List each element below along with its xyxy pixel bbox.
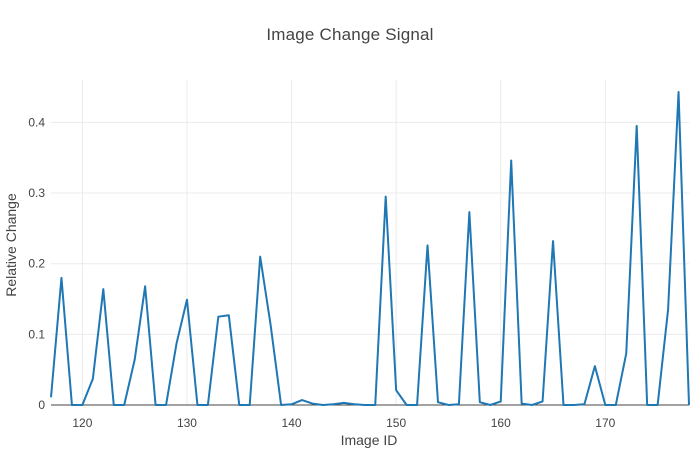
- data-point: [467, 210, 471, 214]
- x-axis-ticks: 120 130 140 150 160 170: [72, 416, 615, 430]
- data-point: [164, 403, 168, 407]
- data-point: [478, 400, 482, 404]
- data-point: [248, 403, 252, 407]
- data-point: [624, 351, 628, 355]
- grid: [51, 80, 689, 406]
- data-point: [112, 403, 116, 407]
- data-point: [666, 308, 670, 312]
- y-tick-label: 0.1: [28, 327, 45, 341]
- series-line-0: [50, 91, 690, 406]
- data-point: [635, 124, 639, 128]
- y-axis-ticks: 0 0.1 0.2 0.3 0.4: [28, 115, 45, 412]
- data-point: [310, 402, 314, 406]
- y-tick-label: 0.4: [28, 115, 45, 129]
- data-point: [593, 364, 597, 368]
- data-point: [122, 403, 126, 407]
- data-point: [133, 358, 137, 362]
- data-point: [687, 403, 691, 407]
- y-axis-title: Relative Change: [3, 193, 19, 297]
- data-point: [101, 287, 105, 291]
- x-tick-label: 130: [177, 416, 197, 430]
- data-point: [426, 243, 430, 247]
- x-axis-title: Image ID: [341, 432, 398, 448]
- data-point: [373, 403, 377, 407]
- series-layer: [49, 90, 691, 407]
- data-point: [49, 395, 53, 399]
- data-point: [91, 377, 95, 381]
- data-point: [321, 403, 325, 407]
- y-tick-label: 0.3: [28, 186, 45, 200]
- data-point: [175, 342, 179, 346]
- data-point: [352, 402, 356, 406]
- data-point: [331, 402, 335, 406]
- data-point: [415, 403, 419, 407]
- data-point: [80, 403, 84, 407]
- data-point: [656, 403, 660, 407]
- y-tick-label: 0: [38, 398, 45, 412]
- data-point: [572, 403, 576, 407]
- data-point: [269, 323, 273, 327]
- y-tick-label: 0.2: [28, 257, 45, 271]
- data-point: [195, 403, 199, 407]
- data-point: [342, 401, 346, 405]
- data-point: [645, 403, 649, 407]
- data-point: [436, 400, 440, 404]
- x-tick-label: 120: [72, 416, 92, 430]
- data-point: [384, 195, 388, 199]
- data-point: [488, 403, 492, 407]
- x-tick-label: 170: [595, 416, 615, 430]
- data-point: [363, 403, 367, 407]
- x-tick-label: 160: [491, 416, 511, 430]
- data-point: [541, 399, 545, 403]
- data-point: [279, 403, 283, 407]
- data-point: [258, 255, 262, 259]
- data-point: [154, 403, 158, 407]
- data-point: [290, 402, 294, 406]
- data-point: [216, 315, 220, 319]
- data-point: [457, 402, 461, 406]
- data-point: [499, 399, 503, 403]
- data-point: [227, 313, 231, 317]
- data-point: [143, 284, 147, 288]
- data-point: [614, 403, 618, 407]
- data-point: [551, 239, 555, 243]
- data-point: [185, 298, 189, 302]
- data-point: [237, 403, 241, 407]
- data-point: [530, 403, 534, 407]
- data-point: [405, 403, 409, 407]
- data-point: [520, 402, 524, 406]
- data-point: [509, 159, 513, 163]
- x-tick-label: 140: [282, 416, 302, 430]
- data-point: [206, 403, 210, 407]
- data-point: [582, 402, 586, 406]
- data-point: [300, 398, 304, 402]
- x-tick-label: 150: [386, 416, 406, 430]
- data-point: [394, 388, 398, 392]
- data-point: [70, 403, 74, 407]
- data-point: [446, 403, 450, 407]
- data-point: [59, 276, 63, 280]
- chart-title: Image Change Signal: [266, 25, 433, 44]
- data-point: [603, 403, 607, 407]
- data-point: [561, 403, 565, 407]
- data-point: [677, 90, 681, 94]
